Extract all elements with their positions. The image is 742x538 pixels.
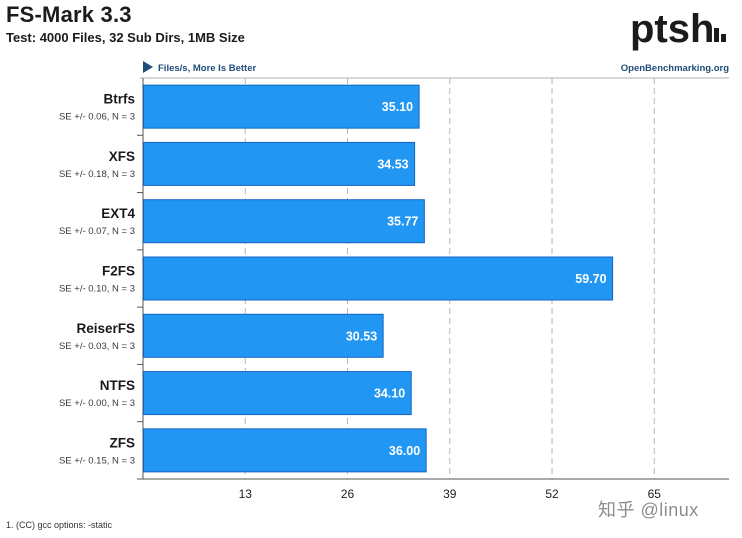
error-label: SE +/- 0.15, N = 3 [59,455,135,466]
bar [143,141,416,186]
x-tick-label: 39 [443,487,457,501]
logo-text: ptsh [630,7,714,51]
x-tick-label: 52 [545,487,559,501]
category-label: Btrfs [103,92,135,107]
category-label: F2FS [102,264,135,279]
x-tick-label: 26 [341,487,355,501]
category-label: ReiserFS [76,321,135,336]
bar-value-label: 35.77 [387,215,418,229]
x-tick-label: 65 [648,487,662,501]
bar-value-label: 30.53 [346,329,377,343]
label-layer: 13 26 39 52 65 35.10 Btrfs SE +/- 0.06, N = 3 34… [59,92,661,501]
watermark: 知乎 @linux [598,500,699,520]
bar-value-label: 34.53 [377,157,408,171]
footnote: 1. (CC) gcc options: -static [6,520,113,530]
category-label: ZFS [110,435,136,450]
category-label: NTFS [100,378,135,393]
bar [143,371,412,416]
category-label: EXT4 [101,206,135,221]
bar [143,84,420,129]
error-label: SE +/- 0.06, N = 3 [59,112,135,123]
error-label: SE +/- 0.10, N = 3 [59,284,135,295]
pts-logo: ptsh [630,7,726,51]
metric-arrow-icon [143,61,153,73]
metric-label: Files/s, More Is Better [158,63,257,74]
bar [143,313,384,358]
bar-value-label: 35.10 [382,100,413,114]
chart-subtitle: Test: 4000 Files, 32 Sub Dirs, 1MB Size [6,30,245,45]
chart-title: FS-Mark 3.3 [6,2,132,27]
bar-layer [143,84,614,473]
bar [143,256,614,301]
error-label: SE +/- 0.18, N = 3 [59,169,135,180]
error-label: SE +/- 0.00, N = 3 [59,398,135,409]
chart-header-layer: Files/s, More Is Better OpenBenchmarking… [143,61,729,74]
bar [143,199,425,244]
bar-value-label: 34.10 [374,387,405,401]
error-label: SE +/- 0.03, N = 3 [59,341,135,352]
bar-value-label: 59.70 [575,272,606,286]
x-tick-label: 13 [239,487,253,501]
bar-value-label: 36.00 [389,444,420,458]
bar [143,428,427,473]
category-label: XFS [109,149,135,164]
error-label: SE +/- 0.07, N = 3 [59,226,135,237]
source-label: OpenBenchmarking.org [621,63,729,74]
